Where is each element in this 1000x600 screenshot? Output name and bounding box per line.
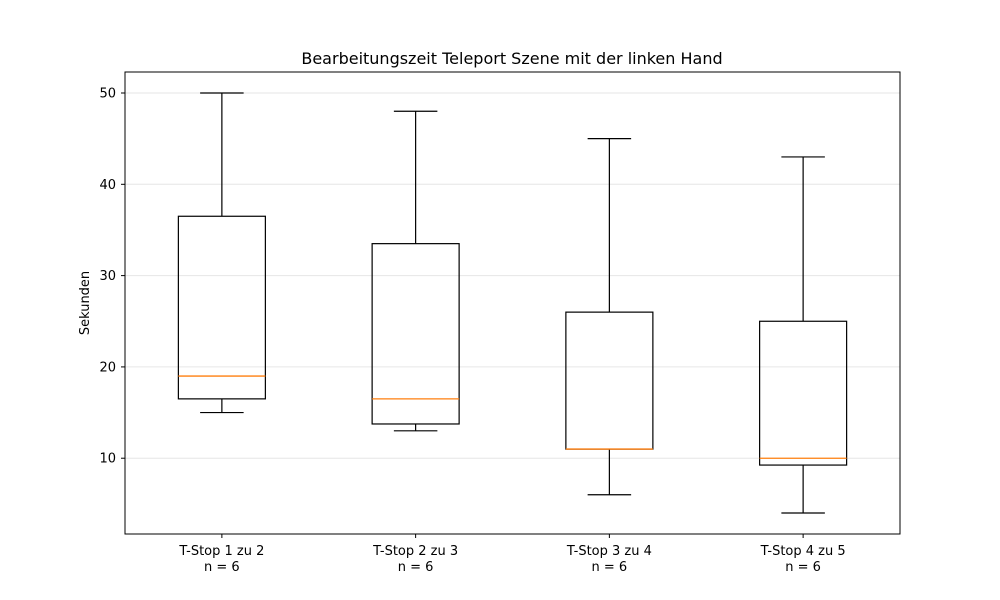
box-group [371,110,460,432]
box [565,311,654,450]
box-group [759,156,848,514]
x-tick-label: T-Stop 3 zu 4 [566,544,652,559]
x-tick-label: T-Stop 1 zu 2 [178,544,264,559]
y-tick-label: 30 [99,269,116,284]
y-tick-label: 40 [99,178,116,193]
x-tick-sample-size: n = 6 [204,560,240,575]
x-tick-label: T-Stop 4 zu 5 [760,544,846,559]
box [371,243,460,425]
x-tick-sample-size: n = 6 [592,560,628,575]
x-axis: T-Stop 1 zu 2n = 6T-Stop 2 zu 3n = 6T-St… [178,534,846,575]
y-tick-label: 20 [99,360,116,375]
box [759,320,848,466]
chart-title: Bearbeitungszeit Teleport Szene mit der … [301,49,722,68]
y-tick-label: 50 [99,87,116,102]
y-tick-label: 10 [99,452,116,467]
y-axis-label: Sekunden [78,271,93,335]
plot-frame [124,71,901,535]
boxes [177,92,848,514]
x-tick-sample-size: n = 6 [785,560,821,575]
y-axis: 10 20 30 40 50 [99,87,125,467]
x-tick-label: T-Stop 2 zu 3 [372,544,458,559]
box-group [177,92,266,414]
grid-lines [125,92,900,459]
x-tick-sample-size: n = 6 [398,560,434,575]
box [177,215,266,400]
box-group [565,138,654,496]
